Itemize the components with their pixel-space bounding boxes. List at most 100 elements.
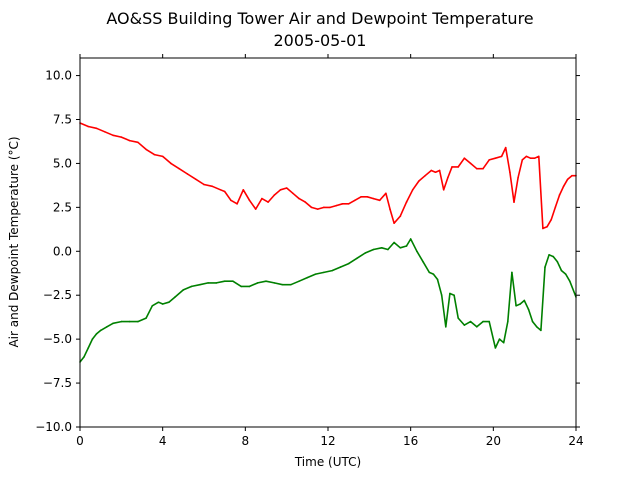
data-point (232, 280, 234, 282)
data-point (411, 188, 414, 191)
data-point (389, 208, 391, 210)
data-point (347, 203, 350, 205)
data-point (569, 280, 571, 282)
data-point (341, 203, 344, 205)
data-point (203, 183, 205, 186)
data-point (329, 206, 331, 209)
data-point (554, 206, 557, 209)
data-point (87, 125, 90, 128)
data-point (385, 192, 387, 195)
series-layer (79, 122, 577, 363)
x-tick-label: 24 (568, 434, 583, 448)
data-point (145, 317, 147, 319)
data-point (267, 201, 269, 203)
chart-title: AO&SS Building Tower Air and Dewpoint Te… (106, 9, 533, 28)
y-axis-label: Air and Dewpoint Temperature (°C) (7, 136, 21, 347)
data-point (498, 338, 501, 340)
data-point (186, 173, 189, 175)
data-point (316, 208, 319, 210)
data-point (112, 322, 114, 325)
y-tick-label: −5.0 (43, 332, 72, 346)
data-point (366, 196, 369, 198)
data-point (422, 261, 424, 263)
data-point (469, 162, 472, 165)
data-point (182, 289, 185, 291)
data-point (310, 206, 313, 209)
data-point (552, 255, 555, 258)
data-point (279, 188, 282, 191)
data-point (273, 282, 276, 284)
data-point (453, 294, 455, 297)
data-point (323, 206, 325, 209)
y-tick-label: 10.0 (45, 69, 72, 83)
data-point (95, 333, 98, 335)
data-point (440, 294, 443, 297)
data-point (533, 157, 536, 159)
x-tick-label: 16 (403, 434, 418, 448)
data-point (399, 246, 402, 249)
data-point (281, 283, 284, 286)
data-point (511, 271, 513, 274)
data-point (556, 261, 559, 263)
data-point (504, 146, 507, 149)
data-point (190, 285, 193, 288)
data-point (331, 269, 333, 272)
data-point (170, 162, 172, 165)
data-point (488, 320, 491, 323)
data-point (261, 197, 263, 200)
x-tick-label: 4 (159, 434, 167, 448)
x-tick-label: 12 (320, 434, 335, 448)
data-point (476, 326, 478, 328)
data-point (531, 320, 534, 323)
data-point (564, 273, 567, 275)
data-point (194, 178, 197, 181)
data-point (525, 155, 528, 158)
data-point (207, 282, 209, 284)
data-point (153, 153, 156, 156)
data-point (380, 246, 383, 249)
data-point (273, 194, 276, 196)
data-point (409, 238, 412, 240)
data-point (445, 326, 447, 328)
data-point (430, 169, 433, 172)
data-point (128, 320, 131, 323)
data-point (463, 157, 466, 159)
data-point (548, 254, 550, 256)
data-point (372, 248, 375, 251)
x-axis-label: Time (UTC) (294, 455, 361, 469)
data-point (168, 301, 170, 304)
data-point (215, 282, 218, 284)
y-tick-label: −10.0 (35, 420, 72, 434)
data-point (223, 190, 226, 193)
data-point (157, 301, 160, 304)
data-point (500, 155, 503, 158)
data-point (544, 266, 546, 268)
y-tick-label: 0.0 (53, 244, 72, 258)
data-point (393, 241, 395, 244)
data-point (438, 169, 441, 172)
data-point (546, 225, 548, 228)
data-point (434, 171, 437, 174)
data-point (418, 180, 420, 182)
data-point (442, 188, 445, 191)
y-tick-label: 2.5 (53, 200, 72, 214)
plot-area (80, 58, 576, 427)
y-tick-label: −7.5 (43, 376, 72, 390)
series-1 (79, 238, 577, 363)
data-point (174, 296, 176, 298)
data-point (335, 204, 338, 207)
data-point (120, 320, 123, 323)
data-point (550, 218, 552, 221)
data-point (515, 304, 517, 307)
data-point (416, 250, 418, 253)
data-point (463, 324, 466, 326)
data-point (378, 199, 381, 202)
data-point (428, 271, 431, 274)
data-point (562, 185, 565, 188)
data-point (540, 329, 542, 332)
data-point (405, 201, 408, 203)
series-0 (79, 122, 577, 230)
data-point (502, 341, 505, 344)
data-point (236, 203, 238, 205)
data-point (256, 282, 259, 284)
